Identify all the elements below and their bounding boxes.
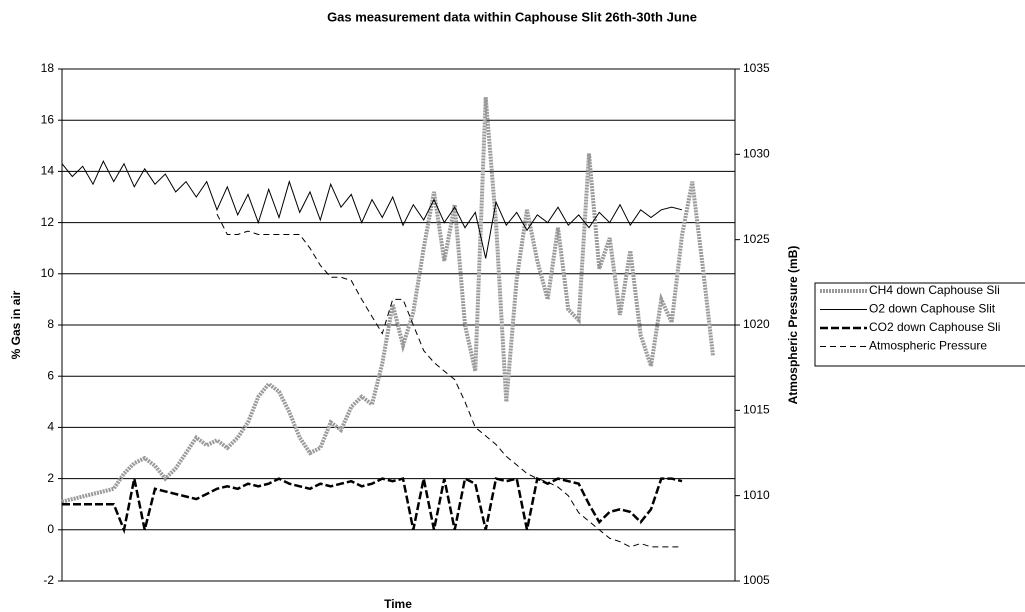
legend-box: [814, 282, 1025, 367]
y-tick-label: -2: [43, 573, 54, 587]
y-tick-label: 16: [41, 112, 55, 126]
y-tick-label: 2: [47, 471, 54, 485]
y-tick-label: 0: [47, 522, 54, 536]
y-tick-label: 8: [47, 317, 54, 331]
y2-axis-title: Atmospheric Pressure (mB): [786, 246, 800, 405]
y-tick-label: 18: [41, 61, 55, 75]
legend-label: O2 down Caphouse Slit: [869, 302, 996, 316]
legend-label: Atmospheric Pressure: [869, 339, 987, 353]
series-line: [216, 213, 682, 548]
y-tick-label: 10: [41, 266, 55, 280]
y2-tick-label: 1025: [743, 232, 770, 246]
y2-tick-label: 1005: [743, 573, 770, 587]
chart-title: Gas measurement data within Caphouse Sli…: [327, 9, 697, 24]
series-line: [62, 476, 683, 535]
legend-label: CH4 down Caphouse Sli: [869, 283, 1000, 297]
y2-tick-label: 1015: [743, 403, 770, 417]
x-axis-title: Time: [384, 597, 412, 611]
y-tick-label: 4: [47, 420, 54, 434]
y2-tick-label: 1020: [743, 317, 770, 331]
y-axis-title: % Gas in air: [9, 290, 23, 359]
y2-tick-label: 1030: [743, 147, 770, 161]
y-tick-label: 6: [47, 368, 54, 382]
series-line: [61, 160, 683, 259]
y2-tick-label: 1035: [743, 61, 770, 75]
y2-tick-label: 1010: [743, 488, 770, 502]
y-tick-label: 14: [41, 164, 55, 178]
series-line: [61, 97, 715, 504]
legend-label: CO2 down Caphouse Sli: [869, 320, 1000, 334]
y-tick-label: 12: [41, 215, 55, 229]
